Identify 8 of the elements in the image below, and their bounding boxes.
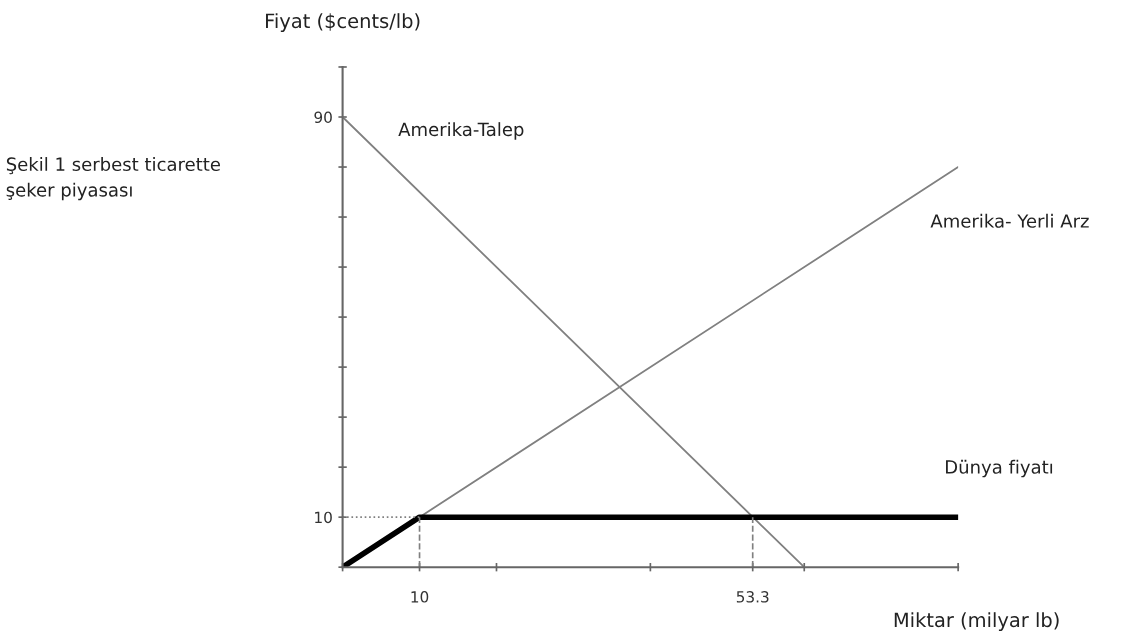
text: Dünya fiyatı [946,459,1053,478]
series-label: Amerika- Yerli Arz [930,213,1089,228]
x-tick-label: 53.3 [736,591,769,603]
y-axis-title: Fiyat ($cents/lb) [266,13,420,32]
series-label: Amerika-Talep [398,122,524,140]
y-tick-label: 90 [314,111,332,124]
x-axis-title: Miktar (milyar lb) [894,612,1059,632]
text: Şekil 1 serbest ticarette şeker piyasası [6,157,220,201]
